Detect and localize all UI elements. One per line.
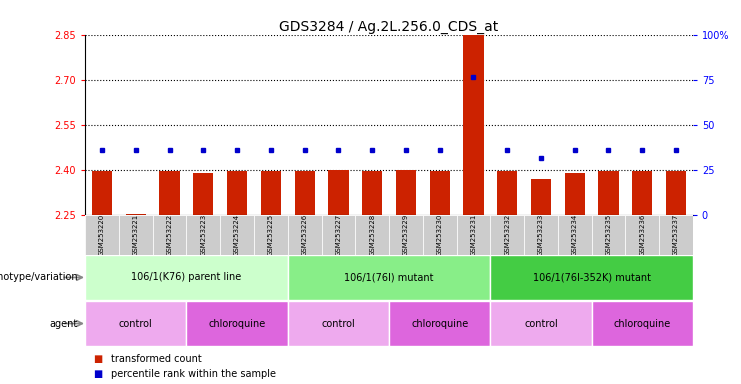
Text: GSM253220: GSM253220 — [99, 214, 105, 257]
Text: ■: ■ — [93, 369, 102, 379]
Bar — [497, 171, 517, 215]
Bar — [591, 301, 693, 346]
Bar — [491, 301, 591, 346]
Text: GSM253226: GSM253226 — [302, 214, 308, 257]
Bar — [591, 215, 625, 255]
Bar — [220, 215, 254, 255]
Bar — [85, 215, 119, 255]
Bar — [187, 301, 288, 346]
Bar — [85, 255, 288, 300]
Text: genotype/variation: genotype/variation — [0, 272, 78, 283]
Bar — [430, 171, 450, 215]
Bar — [322, 215, 355, 255]
Bar — [491, 255, 693, 300]
Text: GSM253223: GSM253223 — [200, 214, 206, 257]
Text: control: control — [322, 318, 355, 329]
Bar — [524, 215, 558, 255]
Bar — [666, 171, 686, 215]
Bar — [456, 215, 491, 255]
Bar — [288, 301, 389, 346]
Text: 106/1(76I) mutant: 106/1(76I) mutant — [345, 272, 433, 283]
Bar — [491, 215, 524, 255]
Text: percentile rank within the sample: percentile rank within the sample — [111, 369, 276, 379]
Bar — [659, 215, 693, 255]
Text: GSM253228: GSM253228 — [369, 214, 375, 257]
Bar — [632, 171, 652, 215]
Text: GSM253230: GSM253230 — [436, 214, 442, 257]
Text: GSM253227: GSM253227 — [336, 214, 342, 257]
Text: control: control — [524, 318, 558, 329]
Text: chloroquine: chloroquine — [614, 318, 671, 329]
Bar — [423, 215, 456, 255]
Bar — [565, 173, 585, 215]
Text: GSM253232: GSM253232 — [504, 214, 510, 257]
Text: GSM253224: GSM253224 — [234, 214, 240, 256]
Text: control: control — [119, 318, 153, 329]
Bar — [558, 215, 591, 255]
Text: 106/1(K76) parent line: 106/1(K76) parent line — [131, 272, 242, 283]
Text: GSM253237: GSM253237 — [673, 214, 679, 257]
Bar — [463, 28, 484, 215]
Bar — [389, 215, 423, 255]
Bar — [119, 215, 153, 255]
Bar — [159, 171, 180, 215]
Text: GSM253233: GSM253233 — [538, 214, 544, 257]
Bar — [389, 301, 491, 346]
Text: chloroquine: chloroquine — [208, 318, 266, 329]
Text: GSM253229: GSM253229 — [403, 214, 409, 257]
Text: GSM253236: GSM253236 — [639, 214, 645, 257]
Bar — [531, 179, 551, 215]
Bar — [598, 171, 619, 215]
Bar — [254, 215, 288, 255]
Bar — [85, 301, 187, 346]
Text: transformed count: transformed count — [111, 354, 202, 364]
Text: agent: agent — [50, 318, 78, 329]
Text: GSM253225: GSM253225 — [268, 214, 274, 256]
Bar — [193, 173, 213, 215]
Bar — [187, 215, 220, 255]
Bar — [625, 215, 659, 255]
Text: GSM253234: GSM253234 — [572, 214, 578, 257]
Text: 106/1(76I-352K) mutant: 106/1(76I-352K) mutant — [533, 272, 651, 283]
Text: GSM253235: GSM253235 — [605, 214, 611, 257]
Title: GDS3284 / Ag.2L.256.0_CDS_at: GDS3284 / Ag.2L.256.0_CDS_at — [279, 20, 499, 33]
Text: ■: ■ — [93, 354, 102, 364]
Bar — [261, 171, 281, 215]
Bar — [153, 215, 187, 255]
Bar — [355, 215, 389, 255]
Bar — [362, 171, 382, 215]
Bar — [328, 170, 348, 215]
Text: chloroquine: chloroquine — [411, 318, 468, 329]
Bar — [288, 255, 491, 300]
Text: GSM253222: GSM253222 — [167, 214, 173, 256]
Bar — [227, 171, 247, 215]
Bar — [92, 171, 112, 215]
Text: GSM253221: GSM253221 — [133, 214, 139, 257]
Bar — [288, 215, 322, 255]
Bar — [126, 214, 146, 215]
Bar — [396, 170, 416, 215]
Bar — [294, 171, 315, 215]
Text: GSM253231: GSM253231 — [471, 214, 476, 257]
